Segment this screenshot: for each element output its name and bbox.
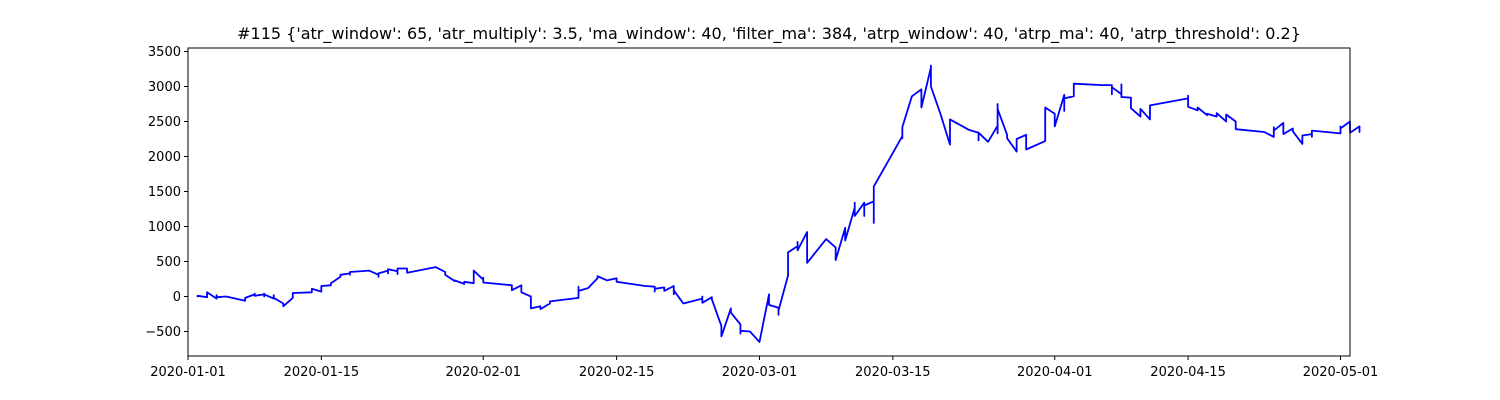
x-tick-label: 2020-02-01	[445, 365, 521, 380]
series-group	[196, 64, 1361, 343]
y-tick-label: 1500	[148, 185, 181, 200]
plot-area-frame	[187, 47, 1351, 357]
x-tick-label: 2020-03-15	[855, 365, 931, 380]
y-axis: −500 0 500 1000 1500 2000 2500 3000 3500	[145, 45, 188, 340]
x-tick-label: 2020-01-15	[284, 365, 360, 380]
y-tick-label: 3500	[148, 45, 181, 60]
y-tick-label: −500	[145, 325, 181, 340]
chart-title: #115 {'atr_window': 65, 'atr_multiply': …	[237, 24, 1301, 44]
x-tick-label: 2020-03-01	[722, 365, 798, 380]
y-tick-label: 2500	[148, 115, 181, 130]
x-tick-label: 2020-04-15	[1150, 365, 1226, 380]
x-axis: 2020-01-01 2020-01-15 2020-02-01 2020-02-15…	[150, 356, 1378, 380]
y-tick-label: 3000	[148, 80, 181, 95]
series-line-0	[196, 64, 1361, 343]
y-tick-label: 500	[156, 255, 181, 270]
x-tick-label: 2020-02-15	[579, 365, 655, 380]
y-tick-label: 0	[173, 290, 181, 305]
x-tick-label: 2020-04-01	[1017, 365, 1093, 380]
x-tick-label: 2020-05-01	[1303, 365, 1379, 380]
y-tick-label: 2000	[148, 150, 181, 165]
y-tick-label: 1000	[148, 220, 181, 235]
x-tick-label: 2020-01-01	[150, 365, 226, 380]
